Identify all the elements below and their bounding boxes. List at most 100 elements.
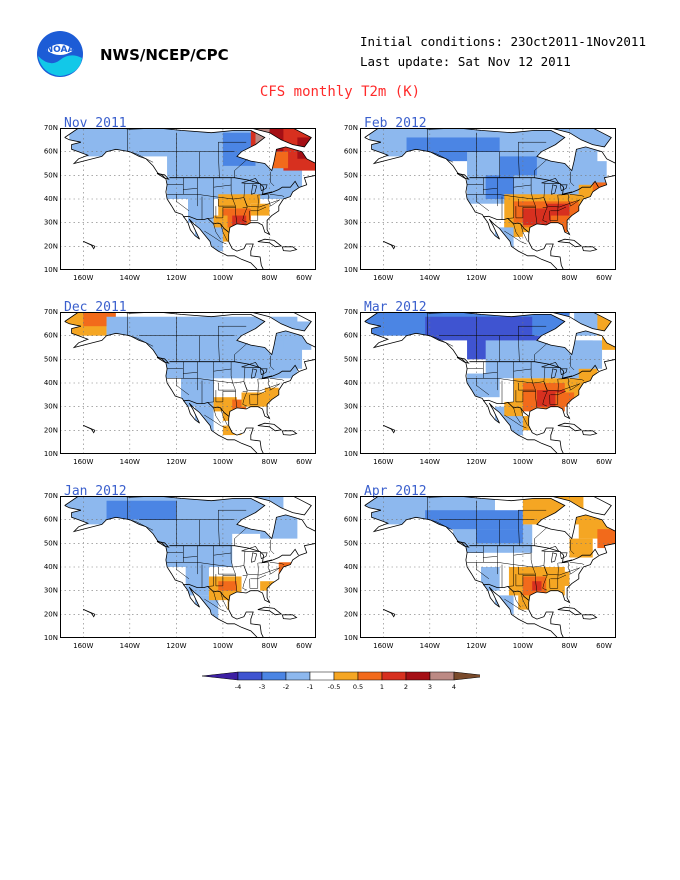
anomaly-cell [499, 156, 537, 176]
map-frame [360, 496, 616, 638]
anomaly-cell [260, 514, 298, 539]
state-border [513, 368, 532, 372]
lat-tick-label: 40N [44, 563, 58, 571]
state-border [557, 378, 559, 405]
coastline [64, 312, 316, 454]
state-border [167, 552, 184, 554]
province-border [234, 159, 248, 178]
province-border [127, 312, 154, 347]
border-canada [169, 177, 299, 195]
lat-tick-label: 70N [344, 124, 358, 132]
province-border [270, 355, 275, 371]
province-border [518, 325, 547, 336]
state-border [213, 368, 232, 372]
map-frame [60, 496, 316, 638]
anomaly-cell [246, 194, 261, 204]
lake-outline [259, 184, 268, 192]
colorbar-swatch [261, 671, 287, 681]
province-border [534, 343, 548, 362]
state-border [207, 177, 214, 219]
anomaly-shading [364, 496, 616, 615]
colorbar-tick-label: 4 [452, 683, 456, 691]
mexico-state-border [213, 407, 221, 424]
coastline [257, 238, 283, 248]
figure-title: CFS monthly T2m (K) [259, 84, 421, 100]
lat-axis: 70N 60N 50N 40N 30N 20N 10N [344, 308, 358, 458]
province-border [570, 355, 575, 371]
mexico-state-border [220, 223, 228, 242]
province-border [534, 527, 548, 546]
mexico-state-border [504, 598, 527, 613]
map-canvas: 160W 140W 120W 100W 80W 60W [60, 312, 316, 466]
state-border [183, 372, 198, 374]
panel-title: Apr 2012 [364, 484, 427, 499]
lake-outline [559, 552, 568, 560]
lat-tick-label: 50N [44, 171, 58, 179]
lat-tick-label: 20N [44, 610, 58, 618]
lat-tick-label: 50N [344, 539, 358, 547]
lat-tick-label: 30N [344, 403, 358, 411]
lat-tick-label: 50N [344, 171, 358, 179]
map-panel-jan-2012: Jan 2012 160W 140W 120W 100W 80W 60W 70N 60N 50N… [44, 484, 350, 666]
lon-tick-label: 80W [262, 642, 278, 650]
lon-tick-label: 60W [596, 642, 612, 650]
lon-tick-label: 140W [120, 458, 140, 466]
border-mexico [483, 583, 530, 601]
border-canada [169, 361, 299, 379]
lat-axis: 70N 60N 50N 40N 30N 20N 10N [344, 492, 358, 642]
colorbar-swatch [357, 671, 383, 681]
coastline [581, 430, 598, 436]
state-border [250, 206, 267, 212]
coastline [64, 496, 316, 638]
colorbar-tick-label: -3 [259, 683, 265, 691]
lon-tick-label: 140W [120, 274, 140, 282]
coastline [581, 614, 598, 620]
lon-tick-label: 120W [466, 274, 486, 282]
province-border [218, 509, 247, 520]
anomaly-cell [532, 581, 542, 591]
lat-tick-label: 10N [344, 266, 358, 274]
province-border [427, 496, 454, 531]
org-name: NWS/NCEP/CPC [100, 46, 229, 64]
state-border [250, 574, 267, 580]
state-border [467, 562, 580, 576]
lat-tick-label: 70N [344, 308, 358, 316]
mexico-state-border [504, 230, 527, 245]
lat-tick-label: 20N [44, 426, 58, 434]
colorbar-tick-label: -4 [235, 683, 241, 691]
province-border [218, 335, 220, 362]
lon-tick-label: 140W [420, 274, 440, 282]
panel-title: Feb 2012 [364, 116, 427, 131]
map-layers [60, 128, 316, 270]
state-border [215, 574, 236, 587]
colorbar-tick-label: -2 [283, 683, 289, 691]
map-layers [60, 496, 316, 638]
coastline [156, 541, 170, 548]
state-border [569, 378, 585, 381]
state-border [476, 562, 490, 579]
province-border [518, 141, 547, 152]
lon-tick-label: 160W [73, 642, 93, 650]
state-border [176, 378, 190, 395]
colorbar-swatch [429, 671, 455, 681]
coastline [257, 422, 283, 432]
map-frame [60, 128, 316, 270]
map-frame [360, 128, 616, 270]
mexico-state-border [520, 407, 528, 426]
coastline [281, 246, 298, 252]
lat-tick-label: 70N [344, 492, 358, 500]
state-border [476, 378, 490, 395]
lon-tick-label: 100W [513, 274, 533, 282]
state-border [249, 394, 258, 405]
state-border [176, 194, 190, 211]
state-border [568, 194, 581, 207]
colorbar-tick-label: -0.5 [328, 683, 341, 691]
state-border [549, 210, 558, 221]
lat-tick-label: 60N [44, 516, 58, 524]
state-border [515, 390, 536, 403]
anomaly-cell [232, 399, 247, 410]
lat-tick-label: 70N [44, 308, 58, 316]
map-layers [360, 312, 616, 454]
anomaly-cell [574, 161, 607, 185]
anomaly-cell [283, 128, 316, 171]
